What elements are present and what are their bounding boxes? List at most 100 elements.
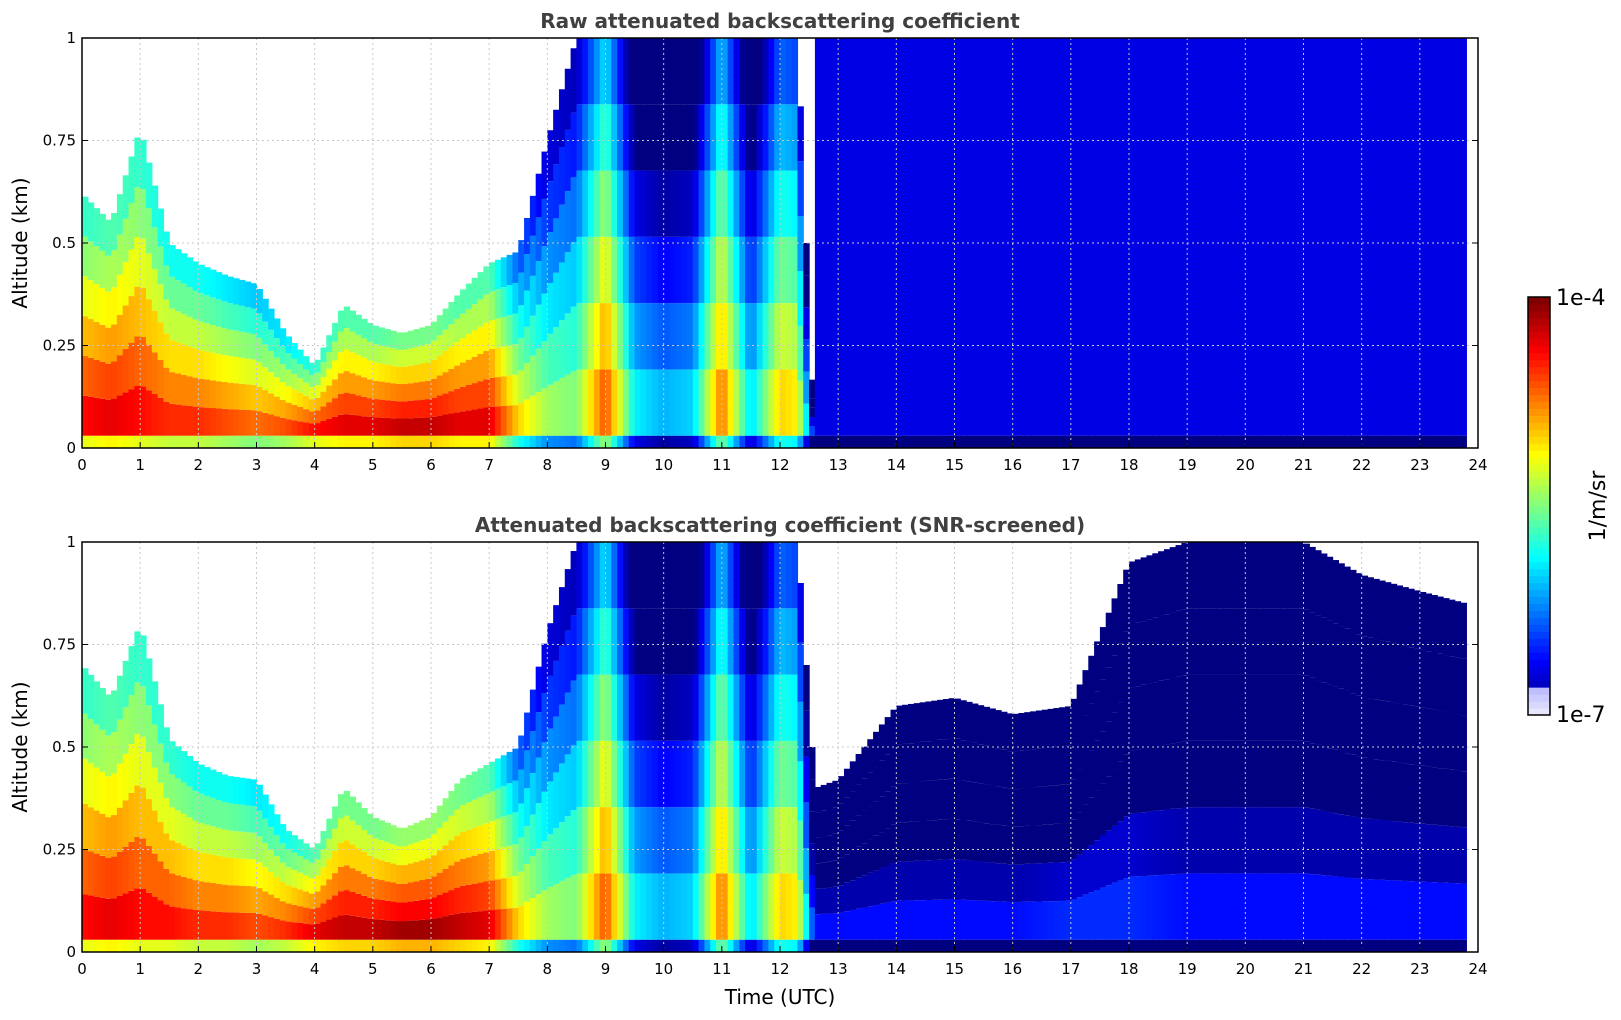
heatmap-cell [716, 542, 723, 609]
heatmap-cell [780, 104, 787, 171]
heatmap-cell [1018, 826, 1025, 865]
colorbar-step [1528, 512, 1550, 521]
heatmap-cell [308, 399, 316, 412]
heatmap-cell [215, 799, 223, 828]
heatmap-cell [1018, 750, 1025, 789]
heatmap-cell [209, 269, 217, 298]
heatmap-cell [878, 760, 886, 797]
colorbar-step [1528, 554, 1550, 563]
heatmap-cell [1291, 542, 1299, 609]
heatmap-cell [686, 873, 694, 940]
heatmap-cell [721, 435, 729, 448]
heatmap-cell [518, 905, 525, 940]
heatmap-cell [407, 901, 415, 921]
heatmap-cell [390, 365, 397, 384]
heatmap-cell [873, 38, 880, 436]
heatmap-cell [843, 825, 851, 855]
heatmap-cell [320, 376, 327, 392]
heatmap-cell [145, 344, 153, 391]
heatmap-cell [384, 346, 391, 365]
heatmap-cell [215, 883, 223, 912]
heatmap-cell [1094, 889, 1101, 940]
heatmap-cell [797, 106, 804, 162]
heatmap-cell [843, 911, 851, 940]
heatmap-cell [669, 740, 676, 808]
heatmap-cell [273, 856, 281, 877]
heatmap-cell [582, 873, 589, 940]
heatmap-cell [1367, 879, 1374, 940]
heatmap-cell [553, 109, 560, 165]
heatmap-cell [1053, 939, 1060, 952]
heatmap-cell [582, 939, 589, 952]
heatmap-cell [355, 825, 362, 849]
heatmap-cell [169, 939, 176, 952]
heatmap-cell [995, 435, 1002, 448]
heatmap-cell [1065, 900, 1072, 940]
heatmap-cell [1460, 883, 1467, 940]
heatmap-cell [1379, 640, 1386, 701]
heatmap-cell [128, 435, 135, 448]
heatmap-cell [989, 747, 996, 786]
heatmap-cell [489, 262, 496, 292]
heatmap-cell [809, 939, 816, 952]
heatmap-cell [681, 608, 688, 675]
heatmap-cell [1431, 435, 1438, 448]
colorbar-step [1528, 561, 1550, 570]
heatmap-cell [710, 608, 717, 675]
heatmap-cell [442, 916, 450, 940]
heatmap-cell [105, 776, 112, 818]
heatmap-cell [622, 303, 630, 370]
heatmap-cell [599, 303, 607, 370]
heatmap-cell [1012, 38, 1020, 436]
heatmap-cell [477, 381, 484, 409]
heatmap-cell [233, 278, 240, 305]
x-tick-label: 22 [1352, 456, 1371, 474]
heatmap-cell [797, 435, 804, 448]
heatmap-cell [960, 819, 967, 860]
heatmap-cell [198, 939, 205, 952]
heatmap-cell [460, 858, 467, 886]
heatmap-cell [1454, 601, 1462, 658]
heatmap-cell [221, 301, 229, 329]
heatmap-cell [244, 832, 252, 860]
heatmap-cell [291, 373, 298, 390]
heatmap-cell [175, 404, 182, 436]
heatmap-cell [745, 236, 752, 304]
heatmap-cell [448, 815, 455, 841]
heatmap-cell [547, 181, 554, 233]
heatmap-cell [1402, 880, 1409, 940]
heatmap-cell [489, 850, 496, 881]
heatmap-cell [849, 850, 857, 881]
heatmap-cell [937, 859, 944, 900]
colorbar-step [1528, 687, 1550, 695]
heatmap-cell [1111, 655, 1118, 713]
heatmap-cell [244, 885, 252, 913]
heatmap-cell [599, 435, 607, 448]
heatmap-cell [750, 939, 758, 952]
heatmap-cell [750, 435, 758, 448]
heatmap-cell [524, 399, 531, 436]
x-tick-label: 23 [1410, 960, 1429, 978]
heatmap-cell [803, 243, 810, 276]
heatmap-cell [785, 435, 793, 448]
heatmap-cell [785, 608, 793, 675]
heatmap-cell [1105, 885, 1113, 940]
heatmap-cell [221, 774, 229, 803]
heatmap-cell [524, 939, 531, 952]
colorbar-step [1528, 506, 1550, 514]
heatmap-cell [128, 203, 135, 250]
heatmap-cell [878, 939, 886, 952]
heatmap-cell [390, 400, 397, 419]
heatmap-cell [425, 919, 432, 940]
heatmap-cell [634, 435, 641, 448]
heatmap-cell [593, 674, 601, 741]
heatmap-cell [465, 308, 473, 335]
heatmap-cell [326, 838, 333, 860]
heatmap-cell [268, 872, 275, 895]
heatmap-cell [262, 818, 269, 843]
heatmap-cell [1018, 788, 1025, 827]
heatmap-cell [634, 303, 641, 370]
heatmap-cell [1274, 608, 1281, 675]
heatmap-cell [297, 906, 304, 923]
heatmap-cell [942, 899, 950, 940]
